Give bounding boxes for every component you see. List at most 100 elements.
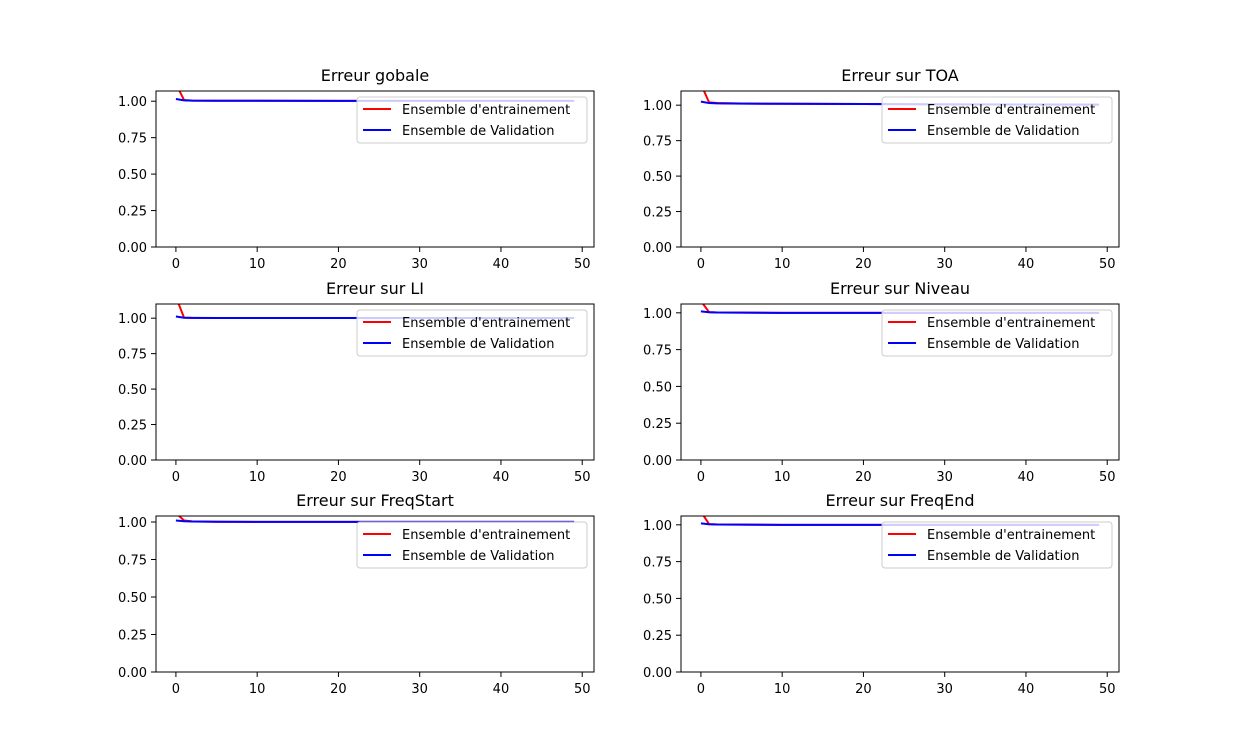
x-tick-label: 50 [574,470,591,485]
x-tick-label: 20 [330,257,347,272]
axes-frame [155,515,595,673]
subplot-4: Erreur sur Niveau 0 10 20 30 40 50 0.00 0.25 0.50… [643,279,1120,485]
x-tick-label: 10 [249,257,266,272]
x-tick-label: 30 [411,470,428,485]
x-tick-label: 10 [774,470,791,485]
y-tick-label: 0.00 [118,454,147,469]
y-tick-label: 0.00 [118,666,147,681]
x-tick-label: 40 [493,257,510,272]
x-tick-label: 40 [1018,257,1035,272]
subplot-title: Erreur sur LI [326,279,424,298]
subplot-title: Erreur sur FreqEnd [825,491,974,510]
legend: Ensemble d'entrainement Ensemble de Valid… [881,309,1113,357]
x-tick-label: 10 [249,682,266,697]
y-tick-label: 1.00 [118,312,147,327]
subplot-title: Erreur sur FreqStart [296,491,454,510]
y-tick-label: 0.50 [118,591,147,606]
y-tick-label: 1.00 [643,99,672,114]
x-tick-label: 20 [330,682,347,697]
y-tick-label: 1.00 [643,307,672,322]
x-tick-label: 0 [172,470,180,485]
y-tick-label: 1.00 [118,516,147,531]
legend-label: Ensemble de Validation [927,124,1079,139]
y-tick-label: 1.00 [643,519,672,534]
y-tick-label: 0.50 [118,383,147,398]
legend: Ensemble d'entrainement Ensemble de Valid… [356,521,588,569]
x-tick-label: 10 [249,470,266,485]
y-tick-label: 0.00 [643,454,672,469]
subplot-3: Erreur sur LI 0 10 20 30 40 50 0.00 0.25 0.50 0.75… [118,279,595,485]
axes-frame [155,303,595,461]
y-tick-label: 0.25 [118,205,147,220]
legend: Ensemble d'entrainement Ensemble de Valid… [881,521,1113,569]
x-tick-label: 30 [936,470,953,485]
x-tick-label: 50 [1099,682,1116,697]
legend-label: Ensemble d'entrainement [927,103,1095,118]
x-tick-label: 10 [774,257,791,272]
legend-box [881,96,1113,144]
legend-box [356,96,588,144]
subplot-1: Erreur gobale 0 10 20 30 40 50 0.00 0.25 0.50 0.75… [118,66,595,272]
legend: Ensemble d'entrainement Ensemble de Valid… [881,96,1113,144]
x-tick-label: 30 [936,257,953,272]
legend-label: Ensemble d'entrainement [927,316,1095,331]
subplot-title: Erreur gobale [321,66,429,85]
x-tick-label: 0 [172,257,180,272]
legend-label: Ensemble de Validation [402,124,554,139]
x-tick-label: 0 [697,470,705,485]
subplot-5: Erreur sur FreqStart 0 10 20 30 40 50 0.00 0.25 0… [118,491,595,697]
x-tick-label: 40 [493,470,510,485]
y-tick-label: 0.50 [643,592,672,607]
y-tick-label: 0.00 [643,666,672,681]
x-tick-label: 30 [936,682,953,697]
x-tick-label: 20 [855,682,872,697]
subplot-2: Erreur sur TOA 0 10 20 30 40 50 0.00 0.25 0.50 0.7… [643,66,1120,272]
x-tick-label: 30 [411,257,428,272]
x-tick-label: 50 [1099,257,1116,272]
x-tick-label: 20 [330,470,347,485]
y-tick-label: 0.25 [118,419,147,434]
y-tick-label: 0.75 [118,132,147,147]
x-tick-label: 20 [855,470,872,485]
subplot-6: Erreur sur FreqEnd 0 10 20 30 40 50 0.00 0.25 0.5… [643,491,1120,697]
axes-frame [680,515,1120,673]
legend-label: Ensemble de Validation [927,549,1079,564]
x-tick-label: 50 [574,257,591,272]
legend-box [881,309,1113,357]
legend-label: Ensemble d'entrainement [402,316,570,331]
x-tick-label: 40 [493,682,510,697]
y-tick-label: 0.25 [643,206,672,221]
legend: Ensemble d'entrainement Ensemble de Valid… [356,309,588,357]
legend-label: Ensemble de Validation [927,337,1079,352]
y-tick-label: 0.25 [118,629,147,644]
x-tick-label: 40 [1018,682,1035,697]
axes-frame [680,303,1120,461]
y-tick-label: 0.50 [643,170,672,185]
y-tick-label: 0.50 [118,168,147,183]
subplot-title: Erreur sur TOA [841,66,959,85]
legend-box [356,521,588,569]
y-tick-label: 0.50 [643,380,672,395]
x-tick-label: 0 [172,682,180,697]
legend-box [356,309,588,357]
y-tick-label: 0.75 [118,554,147,569]
x-tick-label: 10 [774,682,791,697]
y-tick-label: 0.75 [118,348,147,363]
subplot-title: Erreur sur Niveau [830,279,970,298]
axes-frame [155,90,595,248]
y-tick-label: 0.75 [643,344,672,359]
y-tick-label: 0.75 [643,135,672,150]
y-tick-label: 0.25 [643,629,672,644]
y-tick-label: 1.00 [118,95,147,110]
x-tick-label: 20 [855,257,872,272]
y-tick-label: 0.00 [643,241,672,256]
legend-label: Ensemble de Validation [402,549,554,564]
x-tick-label: 0 [697,682,705,697]
y-tick-label: 0.75 [643,556,672,571]
legend-box [881,521,1113,569]
y-tick-label: 0.00 [118,241,147,256]
legend-label: Ensemble d'entrainement [927,528,1095,543]
legend-label: Ensemble d'entrainement [402,528,570,543]
axes-frame [680,90,1120,248]
